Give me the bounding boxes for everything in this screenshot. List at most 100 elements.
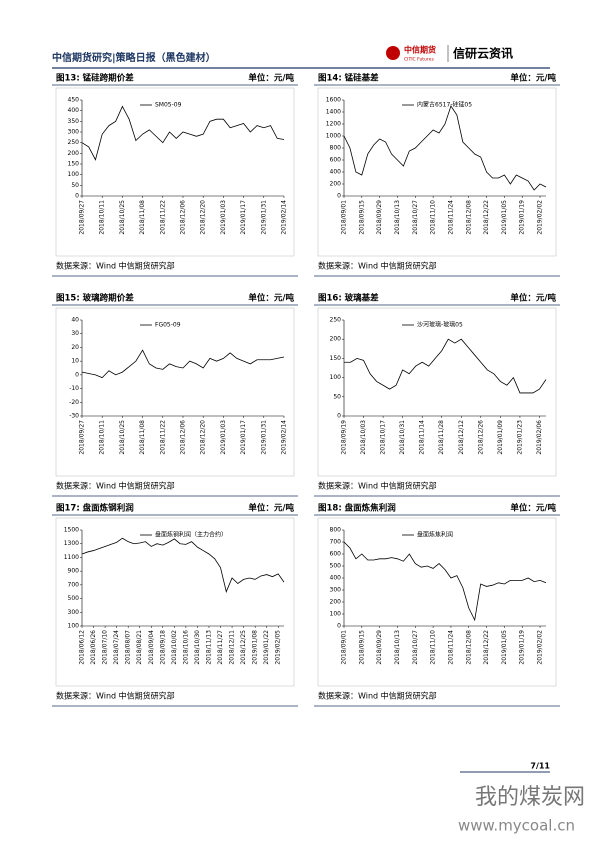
y-tick-label: 1000 (326, 133, 341, 140)
x-tick-label: 2018/09/19 (341, 420, 348, 455)
y-tick-label: 10 (71, 358, 79, 365)
x-tick-label: 2019/02/02 (537, 200, 544, 235)
x-tick-label: 2018/10/25 (119, 200, 126, 235)
y-tick-label: 100 (330, 611, 342, 618)
x-tick-label: 2019/02/06 (536, 420, 543, 455)
legend-label: FG05-09 (155, 322, 181, 329)
unit-label: 单位：元/吨 (510, 73, 556, 84)
y-tick-label: 900 (68, 568, 80, 575)
x-tick-label: 2019/01/22 (263, 630, 270, 665)
x-tick-label: 2018/09/29 (376, 200, 383, 235)
x-tick-label: 2018/10/02 (171, 630, 178, 665)
y-tick-label: 350 (68, 118, 80, 125)
y-tick-label: 0 (337, 623, 341, 630)
x-tick-label: 2018/12/12 (458, 420, 465, 455)
figure-title: 图15: 玻璃跨期价差 (56, 293, 134, 304)
legend-label: SM05-09 (155, 102, 182, 109)
y-tick-label: 500 (330, 563, 342, 570)
y-tick-label: 450 (68, 97, 80, 104)
y-tick-label: 0 (75, 371, 79, 378)
x-tick-label: 2018/06/26 (90, 630, 97, 665)
x-tick-label: 2018/06/12 (79, 630, 86, 665)
y-tick-label: 0 (337, 413, 341, 420)
x-tick-label: 2019/01/19 (519, 200, 526, 235)
x-tick-label: 2018/09/27 (79, 420, 86, 455)
x-tick-label: 2018/09/15 (358, 200, 365, 235)
line-series (81, 349, 285, 379)
logo-icon (386, 46, 400, 60)
y-tick-label: 1100 (64, 554, 79, 561)
y-tick-label: 1200 (326, 121, 341, 128)
x-tick-label: 2019/01/09 (497, 420, 504, 455)
x-tick-label: 2018/12/26 (477, 420, 484, 455)
x-tick-label: 2018/12/06 (179, 200, 186, 235)
figure-title: 图16: 玻璃基差 (318, 293, 379, 304)
x-tick-label: 2018/10/27 (412, 200, 419, 235)
y-tick-label: 0 (337, 193, 341, 200)
watermark-cn: 我的煤炭网 (475, 785, 585, 810)
x-tick-label: 2018/12/25 (240, 630, 247, 665)
x-tick-label: 2018/08/07 (125, 630, 132, 665)
y-tick-label: -30 (69, 413, 79, 420)
y-tick-label: 400 (68, 107, 80, 114)
x-tick-label: 2019/01/05 (501, 630, 508, 665)
x-tick-label: 2018/11/28 (438, 420, 445, 455)
y-tick-label: -20 (69, 399, 79, 406)
y-tick-label: 800 (330, 145, 342, 152)
chart-frame (317, 517, 557, 687)
legend-label: 沙河玻璃-玻璃05 (417, 321, 463, 329)
y-tick-label: 1400 (326, 109, 341, 116)
unit-label: 单位：元/吨 (510, 293, 556, 304)
chart-frame (55, 307, 295, 477)
chart-frame (317, 87, 557, 257)
brand: 信研云资讯 (453, 46, 513, 61)
y-tick-label: 1500 (64, 527, 79, 534)
figure-title: 图13: 锰硅跨期价差 (56, 73, 134, 84)
chart-frame (55, 517, 295, 687)
y-tick-label: 600 (330, 551, 342, 558)
y-tick-label: 100 (330, 374, 342, 381)
x-tick-label: 2018/12/11 (229, 630, 236, 665)
x-tick-label: 2018/10/17 (380, 420, 387, 455)
x-tick-label: 2018/11/14 (419, 420, 426, 455)
x-tick-label: 2018/11/08 (139, 420, 146, 455)
unit-label: 单位：元/吨 (248, 503, 294, 514)
y-tick-label: 20 (71, 344, 79, 351)
x-tick-label: 2018/12/08 (465, 630, 472, 665)
x-tick-label: 2018/12/06 (179, 420, 186, 455)
x-tick-label: 2018/09/01 (341, 200, 348, 235)
x-tick-label: 2019/01/03 (220, 200, 227, 235)
x-tick-label: 2018/11/27 (217, 630, 224, 665)
x-tick-label: 2019/02/14 (280, 420, 287, 455)
y-tick-label: -10 (69, 385, 79, 392)
y-tick-label: 30 (71, 330, 79, 337)
y-tick-label: 100 (68, 171, 80, 178)
y-tick-label: 50 (71, 182, 79, 189)
x-tick-label: 2018/07/10 (102, 630, 109, 665)
legend-label: 盘面炼钢利润（主力合约） (155, 531, 227, 539)
x-tick-label: 2018/09/01 (341, 630, 348, 665)
x-tick-label: 2018/10/27 (412, 630, 419, 665)
y-tick-label: 50 (333, 393, 341, 400)
x-tick-label: 2018/11/22 (159, 200, 166, 235)
figure-title: 图18: 盘面炼焦利润 (318, 503, 396, 514)
legend-label: 盘面炼焦利润 (417, 531, 453, 539)
y-tick-label: 800 (330, 527, 342, 534)
x-tick-label: 2018/09/15 (358, 630, 365, 665)
x-tick-label: 2019/02/05 (275, 630, 282, 665)
line-series (344, 338, 547, 394)
source-label: 数据来源：Wind 中信期货研究部 (56, 261, 175, 271)
x-tick-label: 2018/10/11 (99, 420, 106, 455)
x-tick-label: 2018/11/13 (205, 630, 212, 665)
x-tick-label: 2019/01/19 (519, 630, 526, 665)
x-tick-label: 2018/10/16 (182, 630, 189, 665)
x-tick-label: 2018/12/20 (200, 200, 207, 235)
y-tick-label: 200 (330, 599, 342, 606)
y-tick-label: 400 (330, 575, 342, 582)
unit-label: 单位：元/吨 (248, 293, 294, 304)
source-label: 数据来源：Wind 中信期货研究部 (318, 261, 437, 271)
x-tick-label: 2018/10/31 (399, 420, 406, 455)
header-title: 中信期货研究|策略日报（黑色建材） (52, 51, 216, 64)
y-tick-label: 200 (330, 181, 342, 188)
